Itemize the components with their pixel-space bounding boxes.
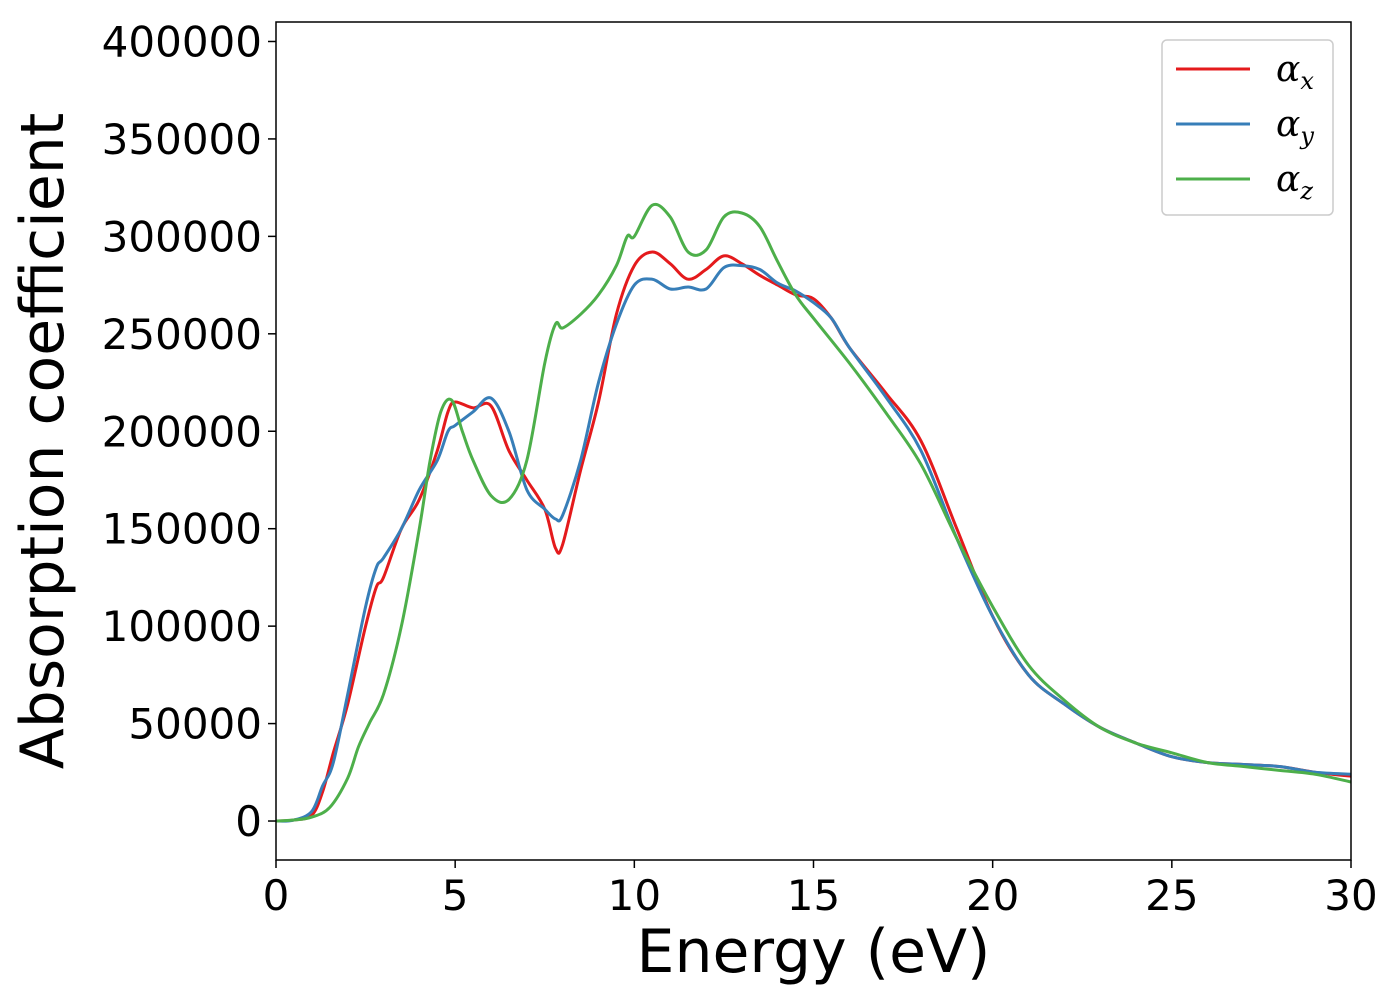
- series-line-z: [276, 202, 1351, 823]
- y-tick-label: 400000: [102, 17, 262, 66]
- y-tick-label: 100000: [102, 602, 262, 651]
- y-tick-label: 250000: [102, 310, 262, 359]
- y-axis-ticks: 0 50000 100000 150000 200000 250000 300000 3500…: [102, 17, 276, 846]
- x-tick-label: 30: [1324, 871, 1377, 920]
- y-tick-label: 300000: [102, 212, 262, 261]
- x-tick-label: 15: [787, 871, 840, 920]
- legend-box: [1161, 39, 1334, 216]
- x-tick-label: 10: [608, 871, 661, 920]
- y-tick-label: 200000: [102, 407, 262, 456]
- y-tick-label: 350000: [102, 115, 262, 164]
- x-tick-label: 25: [1145, 871, 1198, 920]
- x-axis-ticks: 0 5 10 15 20 25 30: [263, 860, 1378, 920]
- x-tick-label: 20: [966, 871, 1019, 920]
- x-tick-label: 0: [263, 871, 290, 920]
- legend-entry-y: αy: [1276, 104, 1314, 150]
- legend-entry-x: αx: [1276, 49, 1314, 95]
- x-axis-title: Energy (eV): [637, 917, 991, 987]
- y-tick-label: 0: [235, 797, 262, 846]
- series-line-y: [276, 263, 1351, 823]
- series-layer: [276, 202, 1351, 823]
- legend: αx αy αz: [1161, 39, 1334, 216]
- x-tick-label: 5: [442, 871, 469, 920]
- legend-entry-z: αz: [1276, 159, 1313, 205]
- y-tick-label: 50000: [128, 700, 262, 749]
- series-line-x: [276, 250, 1351, 823]
- y-tick-label: 150000: [102, 505, 262, 554]
- y-axis-title: Absorption coefficient: [8, 113, 78, 770]
